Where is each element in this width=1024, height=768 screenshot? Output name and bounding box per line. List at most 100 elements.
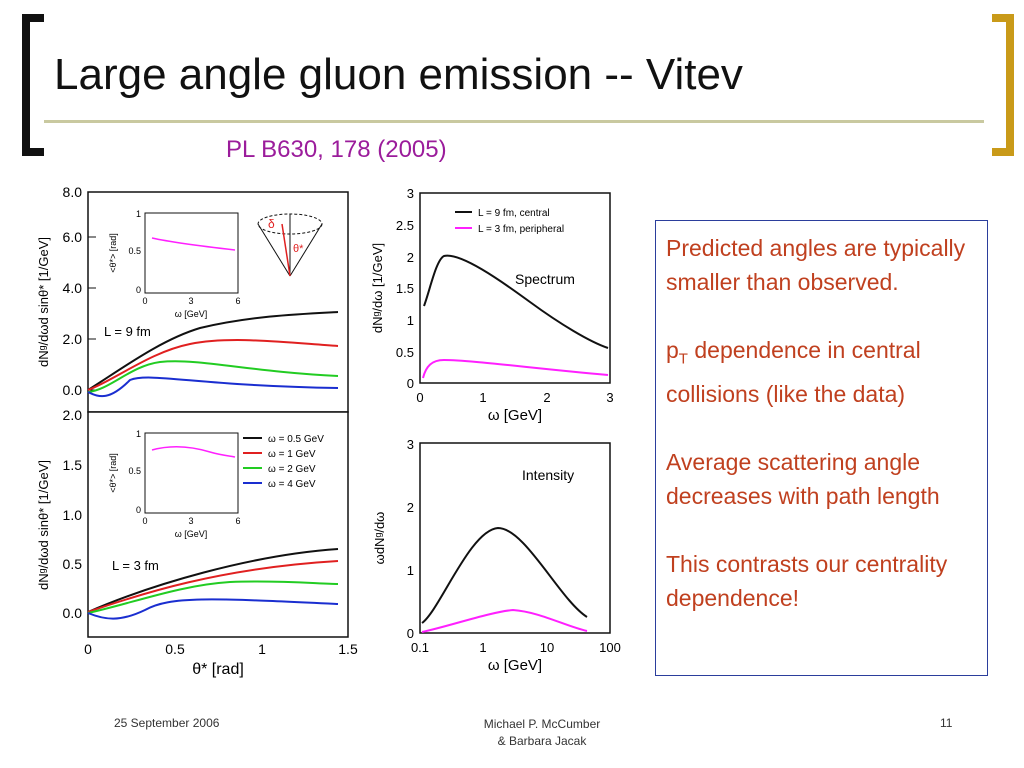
lb-inset-ytick-2: 1 xyxy=(136,429,141,439)
cone-theta-label: θ* xyxy=(293,243,304,255)
lb-inset-ytick-1: 0.5 xyxy=(128,466,141,476)
rb-annotation: Intensity xyxy=(522,467,574,483)
rt-ytick-1: 0.5 xyxy=(396,345,414,360)
lt-ytick-1: 2.0 xyxy=(63,331,83,347)
cone-diagram: δ θ* xyxy=(257,213,323,277)
rt-ytick-3: 1.5 xyxy=(396,281,414,296)
rb-xtick-3: 100 xyxy=(599,640,621,655)
lt-curve-blue xyxy=(87,376,339,398)
page-number: 11 xyxy=(940,716,953,730)
rt-ytick-0: 0 xyxy=(407,376,414,391)
rb-curve-black xyxy=(421,526,588,624)
lb-ytick-4: 2.0 xyxy=(63,407,83,423)
rt-xlabel: ω [GeV] xyxy=(488,407,542,424)
lb-inset-xlabel: ω [GeV] xyxy=(175,529,208,539)
left-bottom-panel: 0.0 0.5 1.0 1.5 2.0 dNᵍ/dωd sinθ* [1/GeV… xyxy=(36,407,358,678)
lb-inset-ytick-0: 0 xyxy=(136,505,141,515)
rt-xtick-2: 2 xyxy=(543,390,550,405)
lt-ytick-3: 6.0 xyxy=(63,229,83,245)
commentary-box: Predicted angles are typically smaller t… xyxy=(655,220,988,676)
title-bracket-left xyxy=(22,14,44,156)
rt-xtick-3: 3 xyxy=(606,390,613,405)
rt-xtick-1: 1 xyxy=(479,390,486,405)
rt-ytick-5: 2.5 xyxy=(396,218,414,233)
rb-xlabel: ω [GeV] xyxy=(488,657,542,674)
figure-panels: 0.0 2.0 4.0 6.0 8.0 dNᵍ/dωd sinθ* [1/GeV… xyxy=(36,184,621,678)
lt-inset-xtick-0: 0 xyxy=(142,296,147,306)
bullet-contrast: This contrasts our centrality dependence… xyxy=(666,550,948,611)
lb-curve-red xyxy=(87,560,339,613)
lb-legend-2: ω = 2 GeV xyxy=(268,464,316,475)
lt-inset-xlabel: ω [GeV] xyxy=(175,309,208,319)
lb-annotation: L = 3 fm xyxy=(112,558,159,573)
bullet-predicted-angles: Predicted angles are typically smaller t… xyxy=(666,235,966,295)
right-bottom-panel: 0 1 2 3 0.1 1 10 100 ω [GeV] ωdNᵍ/dω Int… xyxy=(372,437,621,674)
lb-xtick-3: 1.5 xyxy=(338,641,358,657)
rb-ytick-2: 2 xyxy=(407,500,414,515)
lb-legend-1: ω = 1 GeV xyxy=(268,449,316,460)
lb-inset-xtick-0: 0 xyxy=(142,516,147,526)
lb-ytick-1: 0.5 xyxy=(63,556,83,572)
lb-xtick-0: 0 xyxy=(84,641,92,657)
lb-xlabel: θ* [rad] xyxy=(192,661,244,678)
lb-xtick-1: 0.5 xyxy=(165,641,185,657)
lt-inset-ytick-1: 0.5 xyxy=(128,246,141,256)
lt-inset-xtick-2: 6 xyxy=(235,296,240,306)
rb-curve-magenta xyxy=(421,608,588,633)
right-top-panel: 0 0.5 1 1.5 2 2.5 3 0 1 2 3 ω [GeV] dNᵍ/… xyxy=(370,186,614,424)
lb-inset-xtick-1: 3 xyxy=(188,516,193,526)
rb-xtick-1: 1 xyxy=(479,640,486,655)
lb-ylabel: dNᵍ/dωd sinθ* [1/GeV] xyxy=(36,460,51,590)
rt-ylabel: dNᵍ/dω [1/GeV] xyxy=(370,243,385,333)
footer-author-line2: & Barbara Jacak xyxy=(497,734,587,748)
lt-ytick-4: 8.0 xyxy=(63,184,83,200)
rt-annotation: Spectrum xyxy=(515,271,575,287)
rt-legend-1: L = 3 fm, peripheral xyxy=(478,224,564,235)
lt-inset-ytick-2: 1 xyxy=(136,209,141,219)
lb-curve-black xyxy=(87,548,339,613)
lt-inset-xtick-1: 3 xyxy=(188,296,193,306)
lb-inset-ylabel: <θ*> [rad] xyxy=(108,453,118,493)
lb-ytick-2: 1.0 xyxy=(63,507,83,523)
lt-ytick-2: 4.0 xyxy=(63,280,83,296)
lt-ylabel: dNᵍ/dωd sinθ* [1/GeV] xyxy=(36,237,51,367)
rt-ytick-6: 3 xyxy=(407,186,414,201)
lt-curve-black xyxy=(87,311,339,391)
lb-ytick-3: 1.5 xyxy=(63,457,83,473)
lb-curve-green xyxy=(87,580,339,614)
lt-curve-red xyxy=(87,339,339,391)
rt-legend-0: L = 9 fm, central xyxy=(478,208,550,219)
lb-legend-3: ω = 4 GeV xyxy=(268,479,316,490)
cone-delta-label: δ xyxy=(268,217,275,231)
lb-inset-curve xyxy=(151,446,236,458)
rt-xtick-0: 0 xyxy=(416,390,423,405)
lt-inset-ytick-0: 0 xyxy=(136,285,141,295)
bullet-average-angle: Average scattering angle decreases with … xyxy=(666,448,940,509)
title-bracket-right xyxy=(992,14,1014,156)
rb-ylabel: ωdNᵍ/dω xyxy=(372,512,387,565)
rb-ytick-3: 3 xyxy=(407,437,414,452)
lb-curve-blue xyxy=(87,598,339,620)
lt-inset-curve xyxy=(151,237,236,251)
reference-subtitle: PL B630, 178 (2005) xyxy=(226,136,447,163)
footer-author-line1: Michael P. McCumber xyxy=(483,717,601,731)
rt-ytick-2: 1 xyxy=(407,313,414,328)
lt-inset-ylabel: <θ*> [rad] xyxy=(108,233,118,273)
left-top-panel: 0.0 2.0 4.0 6.0 8.0 dNᵍ/dωd sinθ* [1/GeV… xyxy=(36,184,349,413)
rb-ytick-0: 0 xyxy=(407,626,414,641)
footer-date: 25 September 2006 xyxy=(114,716,220,730)
rb-xtick-0: 0.1 xyxy=(411,640,429,655)
title-underline xyxy=(44,120,984,123)
lb-ytick-0: 0.0 xyxy=(63,605,83,621)
slide-title: Large angle gluon emission -- Vitev xyxy=(54,50,743,99)
pt-base: p xyxy=(666,337,679,363)
rb-ytick-1: 1 xyxy=(407,563,414,578)
lt-ytick-0: 0.0 xyxy=(63,382,83,398)
lb-legend-0: ω = 0.5 GeV xyxy=(268,434,324,445)
pt-dependence-text: dependence in central collisions (like t… xyxy=(666,337,921,407)
lb-inset-xtick-2: 6 xyxy=(235,516,240,526)
footer-author: Michael P. McCumber & Barbara Jacak xyxy=(472,716,612,750)
bullet-pt-dependence: pT dependence in central collisions (lik… xyxy=(666,333,979,411)
lt-annotation: L = 9 fm xyxy=(104,324,151,339)
lt-curve-green xyxy=(87,360,339,393)
